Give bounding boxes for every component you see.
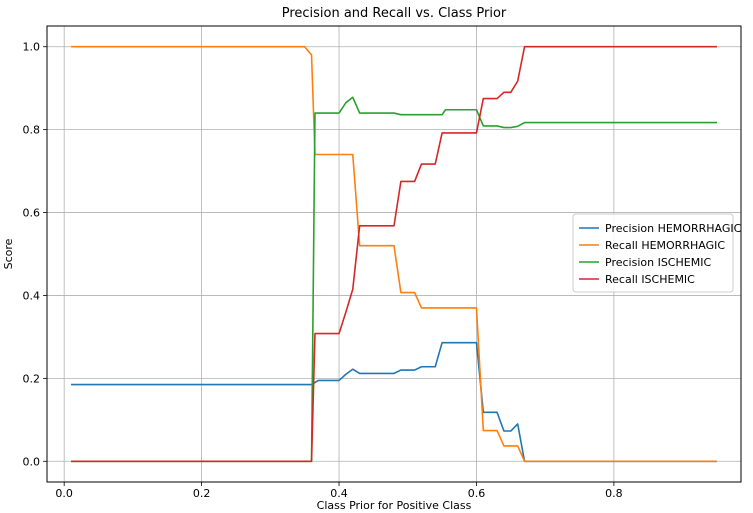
legend: Precision HEMORRHAGIC Recall HEMORRHAGIC P… <box>572 213 742 293</box>
y-tick-label: 0.4 <box>23 289 41 302</box>
x-axis-label: Class Prior for Positive Class <box>317 499 472 512</box>
x-tick-label: 0.8 <box>605 487 623 500</box>
x-tick-label: 0.6 <box>468 487 486 500</box>
plot-frame <box>46 25 742 483</box>
y-tick-label: 0.2 <box>23 372 41 385</box>
y-tick-label: 1.0 <box>23 41 41 54</box>
series-line-precision-hemorrhagic <box>71 341 717 463</box>
series-line-precision-ischemic <box>71 96 717 463</box>
series-line-recall-ischemic <box>71 45 717 463</box>
y-tick-label: 0.6 <box>23 207 41 220</box>
x-tick-label: 0.0 <box>55 487 73 500</box>
legend-label-precision-hemorrhagic: Precision HEMORRHAGIC <box>605 222 742 235</box>
y-tick-label: 0.0 <box>23 455 41 468</box>
axis-ticks: 0.0 0.2 0.4 0.6 0.8 0.0 0.2 0.4 0.6 0.8 1.0 <box>23 41 623 500</box>
y-axis-label: Score <box>2 238 15 269</box>
chart-title: Precision and Recall vs. Class Prior <box>282 6 507 21</box>
legend-label-recall-ischemic: Recall ISCHEMIC <box>605 273 695 286</box>
series-lines <box>71 45 717 463</box>
x-tick-label: 0.4 <box>330 487 348 500</box>
legend-box <box>572 213 734 293</box>
legend-label-recall-hemorrhagic: Recall HEMORRHAGIC <box>605 239 725 252</box>
x-tick-label: 0.2 <box>193 487 211 500</box>
y-tick-label: 0.8 <box>23 124 41 137</box>
legend-label-precision-ischemic: Precision ISCHEMIC <box>605 256 711 269</box>
